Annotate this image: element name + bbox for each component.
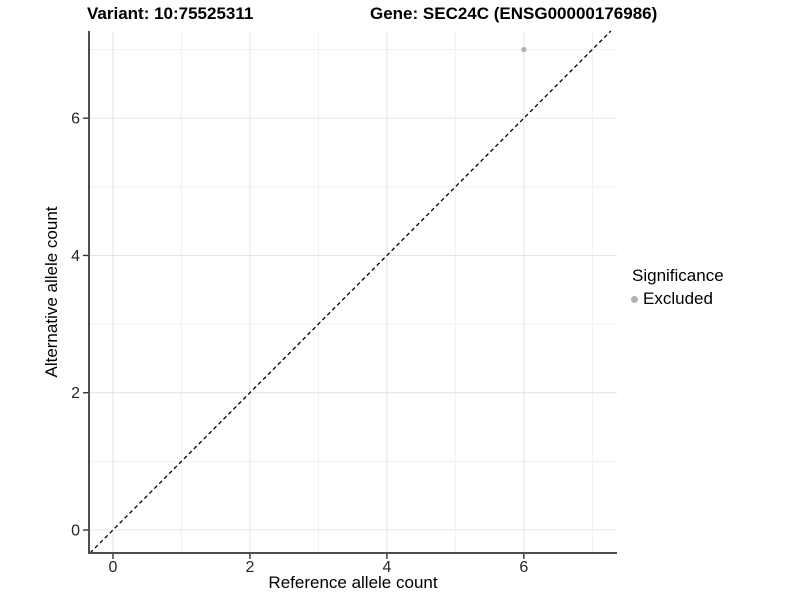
data-point-excluded <box>521 46 527 53</box>
plot-title-variant: Variant: 10:75525311 <box>87 4 254 23</box>
x-tick-label: 2 <box>245 559 254 576</box>
x-tick-label: 4 <box>382 559 391 576</box>
x-axis-title: Reference allele count <box>268 573 438 592</box>
legend-entry-excluded: Excluded <box>631 289 724 309</box>
legend-entry-label: Excluded <box>643 289 713 308</box>
identity-reference-line <box>89 30 612 554</box>
x-tick-label: 0 <box>109 559 118 576</box>
y-tick-label: 0 <box>71 523 80 540</box>
legend: Significance Excluded <box>630 266 724 309</box>
legend-title: Significance <box>632 266 724 285</box>
plot-title-gene: Gene: SEC24C (ENSG00000176986) <box>370 4 658 23</box>
x-tick-label: 6 <box>519 559 528 576</box>
y-tick-label: 6 <box>71 111 80 128</box>
y-tick-label: 4 <box>71 248 80 265</box>
excluded-point-swatch-icon <box>631 295 638 303</box>
y-tick-label: 2 <box>71 385 80 402</box>
